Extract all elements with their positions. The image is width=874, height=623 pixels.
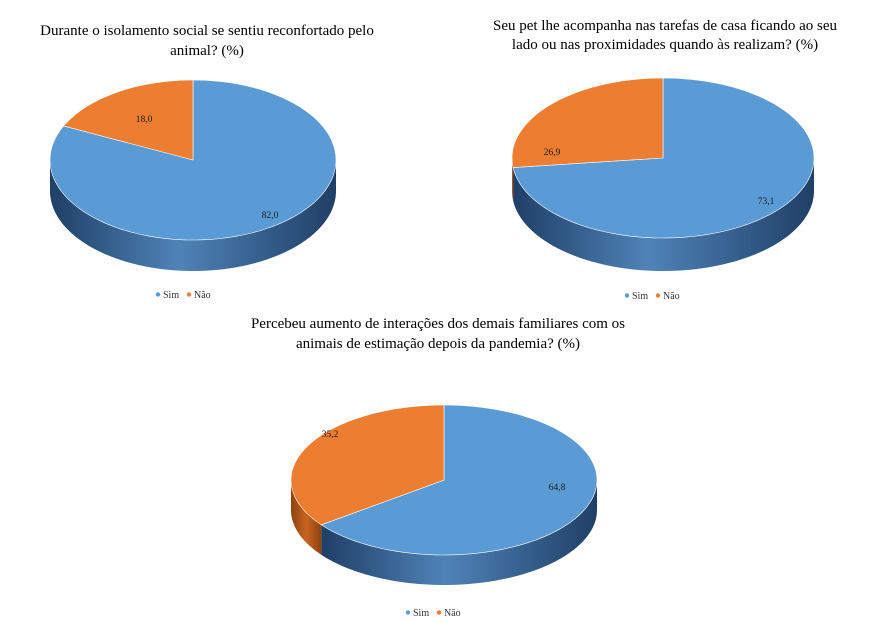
legend-label-sim-0: Sim — [163, 290, 179, 301]
pie-slice-sim-0[interactable] — [49, 79, 337, 241]
pie-side-nao-1 — [512, 158, 514, 201]
pie-side-sim-0 — [50, 160, 336, 271]
pie-side-sim-2 — [321, 480, 597, 585]
pie-side-nao-2 — [291, 480, 322, 555]
chart-title-line-1-2: Percebeu aumento de interações dos demai… — [251, 316, 625, 332]
legend-marker-sim-1 — [624, 293, 630, 298]
legend-label-sim-1: Sim — [632, 291, 648, 302]
legend-marker-sim-0 — [155, 292, 161, 297]
legend-label-nao-1: Não — [663, 291, 680, 302]
pie-chart-interacoes-familiares: 64,8 35,2 Percebeu aumento de interações d… — [251, 316, 625, 619]
pie-slice-nao-0[interactable] — [63, 79, 194, 161]
chart-title-line-2-0: animal? (%) — [170, 43, 244, 59]
pie-slice-sim-2[interactable] — [320, 404, 598, 556]
legend-2: Sim Não — [405, 608, 461, 619]
legend-marker-nao-1 — [655, 293, 661, 298]
chart-title-line-1-0: Durante o isolamento social se sentiu re… — [40, 23, 374, 39]
pie-slice-sim-1[interactable] — [512, 77, 815, 239]
pie-slice-nao-1[interactable] — [511, 77, 664, 168]
pie-side-sim-1 — [513, 158, 814, 271]
legend-label-sim-2: Sim — [413, 608, 429, 619]
legend-marker-nao-2 — [436, 610, 442, 615]
legend-label-nao-2: Não — [444, 608, 461, 619]
chart-title-line-2-2: animais de estimação depois da pandemia?… — [296, 336, 580, 352]
legend-0: Sim Não — [155, 290, 211, 301]
legend-1: Sim Não — [624, 291, 680, 302]
data-label-nao-2: 35,2 — [322, 430, 339, 440]
chart-title-line-2-1: lado ou nas proximidades quando às reali… — [512, 37, 818, 53]
legend-marker-nao-0 — [186, 292, 192, 297]
legend-marker-sim-2 — [405, 610, 411, 615]
pie-chart-tarefas-casa: 73,1 26,9 Seu pet lhe acompanha nas tarefa… — [493, 18, 838, 302]
data-label-sim-1: 73,1 — [758, 197, 775, 207]
legend-label-nao-0: Não — [194, 290, 211, 301]
pie-slice-nao-2[interactable] — [290, 404, 445, 526]
data-label-sim-2: 64,8 — [549, 483, 566, 493]
chart-title-line-1-1: Seu pet lhe acompanha nas tarefas de cas… — [493, 18, 838, 34]
pie-chart-reconfortado: 82,0 18,0 Durante o isolamento social se s… — [40, 23, 374, 301]
data-label-nao-1: 26,9 — [544, 148, 561, 158]
data-label-sim-0: 82,0 — [262, 211, 279, 221]
data-label-nao-0: 18,0 — [136, 115, 153, 125]
